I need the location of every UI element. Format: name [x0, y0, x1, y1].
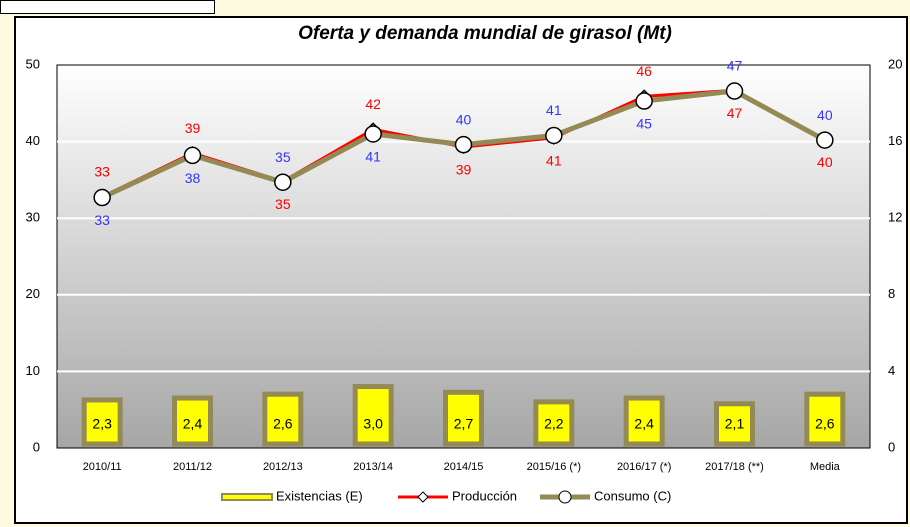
y-tick-label: 0 — [33, 439, 40, 454]
line-value-label: 35 — [275, 149, 291, 165]
x-tick-label: 2015/16 (*) — [527, 461, 581, 473]
marker — [635, 92, 653, 110]
chart-title: Oferta y demanda mundial de girasol (Mt) — [298, 23, 672, 44]
line-value-label: 40 — [817, 154, 833, 170]
x-tick-label: 2012/13 — [263, 461, 303, 473]
line-value-label: 47 — [727, 58, 743, 74]
bar — [533, 399, 575, 447]
legend-swatch — [221, 493, 273, 501]
bar — [804, 391, 846, 447]
line-value-label: 41 — [546, 102, 562, 118]
y-tick-label: 10 — [26, 363, 40, 378]
bar — [262, 391, 304, 447]
bar-value-label: 3,0 — [363, 416, 383, 432]
line-value-label: 39 — [185, 120, 201, 136]
x-tick-label: 2010/11 — [83, 461, 122, 473]
line-value-label: 35 — [275, 196, 291, 212]
line-value-label: 38 — [185, 170, 201, 186]
y-tick-label: 30 — [26, 210, 40, 225]
bar-value-label: 2,7 — [454, 416, 474, 432]
legend-label: Existencias (E) — [276, 488, 363, 503]
y2-tick-label: 8 — [888, 286, 895, 301]
bar-value-label: 2,6 — [815, 416, 835, 432]
bar — [172, 395, 213, 447]
legend-label: Consumo (C) — [594, 488, 671, 503]
x-tick-label: 2016/17 (*) — [617, 461, 671, 473]
line-value-label: 41 — [365, 149, 381, 165]
bar-value-label: 2,3 — [92, 416, 112, 432]
y2-tick-label: 16 — [888, 133, 902, 148]
y2-tick-label: 12 — [888, 210, 902, 225]
bar-value-label: 2,1 — [725, 416, 745, 432]
bar — [352, 384, 394, 447]
legend-label: Producción — [452, 488, 517, 503]
y-tick-label: 50 — [26, 56, 40, 71]
line-value-label: 40 — [817, 107, 833, 123]
marker — [364, 125, 382, 143]
marker — [183, 146, 202, 165]
y2-tick-label: 20 — [888, 56, 902, 71]
x-tick-label: Media — [810, 461, 841, 473]
marker — [816, 131, 834, 149]
header-box — [0, 0, 215, 14]
y-tick-label: 20 — [26, 286, 40, 301]
y-tick-label: 40 — [26, 133, 40, 148]
line-value-label: 39 — [456, 162, 472, 178]
bar-value-label: 2,4 — [183, 416, 203, 432]
bar — [443, 389, 484, 447]
line-value-label: 46 — [636, 63, 652, 79]
y2-tick-label: 0 — [888, 439, 895, 454]
line-value-label: 47 — [727, 105, 743, 121]
bar-value-label: 2,2 — [544, 416, 564, 432]
y2-tick-label: 4 — [888, 363, 895, 378]
plot-area — [56, 64, 871, 449]
marker — [545, 126, 563, 145]
legend-marker — [558, 490, 572, 504]
bar — [81, 397, 123, 447]
line-value-label: 33 — [94, 212, 110, 228]
marker — [274, 173, 292, 191]
marker — [93, 188, 111, 207]
x-tick-label: 2017/18 (**) — [705, 461, 764, 473]
line-value-label: 45 — [636, 116, 652, 132]
line-value-label: 41 — [546, 152, 562, 168]
line-value-label: 40 — [456, 111, 472, 127]
line-value-label: 42 — [365, 96, 381, 112]
bar — [623, 395, 665, 447]
x-tick-label: 2014/15 — [444, 461, 484, 473]
line-value-label: 33 — [94, 163, 110, 179]
marker — [725, 82, 744, 100]
bar-value-label: 2,4 — [634, 416, 654, 432]
bar-value-label: 2,6 — [273, 416, 293, 432]
bar — [714, 401, 755, 447]
x-tick-label: 2013/14 — [353, 461, 393, 473]
legend-marker — [417, 491, 429, 503]
x-tick-label: 2011/12 — [173, 461, 212, 473]
marker — [454, 135, 473, 154]
